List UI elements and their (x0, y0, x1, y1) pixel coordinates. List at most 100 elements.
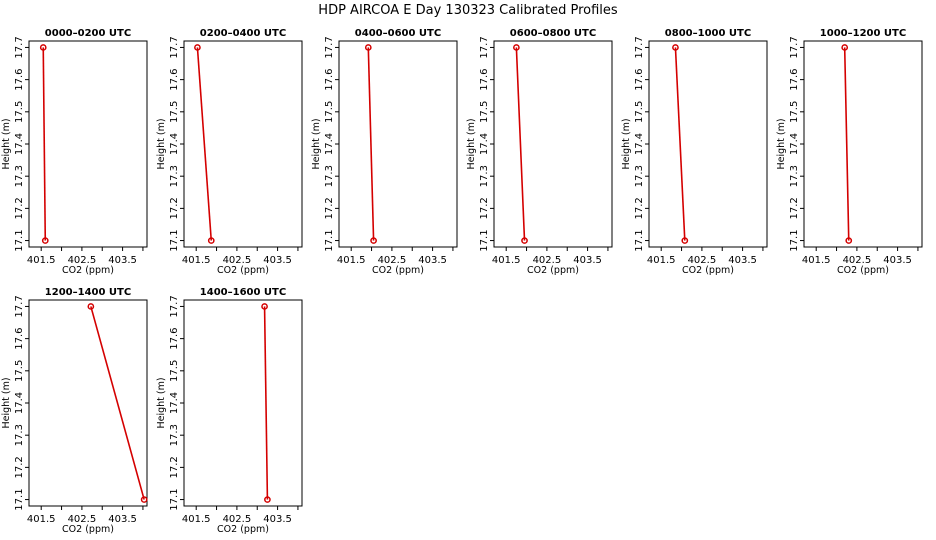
y-tick-label: 17.3 (634, 165, 645, 187)
x-tick-label: 403.5 (883, 255, 912, 266)
panel-4: 0800–1000 UTC 401.5 402.5 403.5 17.1 17.2 17.3… (621, 28, 768, 276)
plot-frame (28, 299, 148, 507)
x-axis-label: CO2 (ppm) (837, 265, 889, 276)
y-tick-label: 17.1 (634, 229, 645, 251)
profile-line (263, 306, 269, 500)
y-tick-label: 17.4 (324, 133, 335, 155)
plot-frame (28, 40, 148, 248)
panel-7: 1400–1600 UTC 401.5 402.5 403.5 17.1 17.2 17.3… (156, 287, 303, 535)
y-tick-label: 17.5 (14, 360, 25, 382)
panel-title: 0600–0800 UTC (510, 28, 596, 39)
y-axis-label: Height (m) (156, 118, 167, 169)
x-tick-label: 401.5 (27, 255, 56, 266)
y-tick-label: 17.5 (169, 101, 180, 123)
y-tick-label: 17.4 (634, 133, 645, 155)
x-tick-label: 401.5 (337, 255, 366, 266)
y-tick-label: 17.2 (14, 197, 25, 219)
y-tick-label: 17.2 (789, 197, 800, 219)
plot-frame (183, 299, 303, 507)
data-point (841, 44, 849, 51)
profile-line (90, 306, 145, 500)
x-tick-label: 403.5 (573, 255, 602, 266)
x-tick-label: 402.5 (688, 255, 717, 266)
data-point (521, 237, 528, 244)
y-tick-label: 17.1 (479, 229, 490, 251)
panel-title: 1400–1600 UTC (200, 287, 286, 298)
x-tick-label: 401.5 (492, 255, 521, 266)
y-tick-label: 17.7 (789, 36, 800, 58)
x-tick-label: 403.5 (108, 514, 137, 525)
data-point (845, 237, 853, 244)
x-tick-label: 402.5 (843, 255, 872, 266)
y-axis-label: Height (m) (311, 118, 322, 169)
y-tick-label: 17.6 (169, 68, 180, 90)
y-tick-label: 17.4 (169, 392, 180, 414)
x-tick-label: 401.5 (647, 255, 676, 266)
y-tick-label: 17.1 (789, 229, 800, 251)
profile-line (843, 47, 850, 241)
x-tick-label: 403.5 (263, 255, 292, 266)
y-tick-label: 17.6 (479, 68, 490, 90)
y-tick-label: 17.2 (169, 456, 180, 478)
y-tick-label: 17.1 (169, 229, 180, 251)
x-tick-label: 401.5 (802, 255, 831, 266)
y-tick-label: 17.5 (789, 101, 800, 123)
y-tick-label: 17.3 (169, 424, 180, 446)
y-tick-label: 17.5 (14, 101, 25, 123)
y-tick-label: 17.4 (14, 392, 25, 414)
data-point (370, 237, 377, 244)
plot-frame (338, 40, 458, 248)
y-tick-label: 17.6 (789, 68, 800, 90)
x-tick-label: 402.5 (68, 514, 97, 525)
y-tick-label: 17.2 (479, 197, 490, 219)
panel-3: 0600–0800 UTC 401.5 402.5 403.5 17.1 17.2 17.3… (466, 28, 613, 276)
panel-title: 1200–1400 UTC (45, 287, 131, 298)
x-axis-label: CO2 (ppm) (527, 265, 579, 276)
y-axis-label: Height (m) (776, 118, 787, 169)
profile-line (515, 47, 526, 241)
x-axis-label: CO2 (ppm) (62, 524, 114, 535)
x-tick-label: 402.5 (223, 514, 252, 525)
y-tick-label: 17.7 (169, 36, 180, 58)
x-tick-label: 402.5 (68, 255, 97, 266)
x-axis-label: CO2 (ppm) (62, 265, 114, 276)
data-point (672, 44, 679, 51)
x-axis-label: CO2 (ppm) (217, 265, 269, 276)
data-point (87, 303, 95, 310)
y-tick-label: 17.3 (479, 165, 490, 187)
y-tick-label: 17.1 (169, 488, 180, 510)
figure-title: HDP AIRCOA E Day 130323 Calibrated Profi… (318, 3, 618, 18)
y-tick-label: 17.4 (479, 133, 490, 155)
data-point (39, 44, 47, 51)
y-tick-label: 17.6 (14, 327, 25, 349)
x-tick-label: 403.5 (418, 255, 447, 266)
y-axis-label: Height (m) (466, 118, 477, 169)
x-tick-label: 401.5 (182, 514, 211, 525)
y-tick-label: 17.1 (324, 229, 335, 251)
panel-title: 0400–0600 UTC (355, 28, 441, 39)
y-tick-label: 17.6 (634, 68, 645, 90)
panel-1: 0200–0400 UTC 401.5 402.5 403.5 17.1 17.2 17.3… (156, 28, 303, 276)
y-tick-label: 17.2 (14, 456, 25, 478)
y-tick-label: 17.5 (324, 101, 335, 123)
y-tick-label: 17.4 (169, 133, 180, 155)
y-axis-label: Height (m) (621, 118, 632, 169)
panel-title: 0800–1000 UTC (665, 28, 751, 39)
y-tick-label: 17.7 (169, 295, 180, 317)
x-tick-label: 402.5 (223, 255, 252, 266)
profile-line (367, 47, 375, 241)
x-tick-label: 403.5 (728, 255, 757, 266)
y-tick-label: 17.3 (14, 165, 25, 187)
y-tick-label: 17.3 (14, 424, 25, 446)
panel-title: 0200–0400 UTC (200, 28, 286, 39)
y-tick-label: 17.5 (169, 360, 180, 382)
y-tick-label: 17.3 (324, 165, 335, 187)
plot-frame (493, 40, 613, 248)
profile-line (674, 47, 686, 241)
x-tick-label: 401.5 (182, 255, 211, 266)
y-tick-label: 17.1 (14, 488, 25, 510)
y-tick-label: 17.2 (324, 197, 335, 219)
panel-5: 1000–1200 UTC 401.5 402.5 403.5 17.1 17.2 17.3… (776, 28, 923, 276)
data-point (207, 237, 215, 244)
